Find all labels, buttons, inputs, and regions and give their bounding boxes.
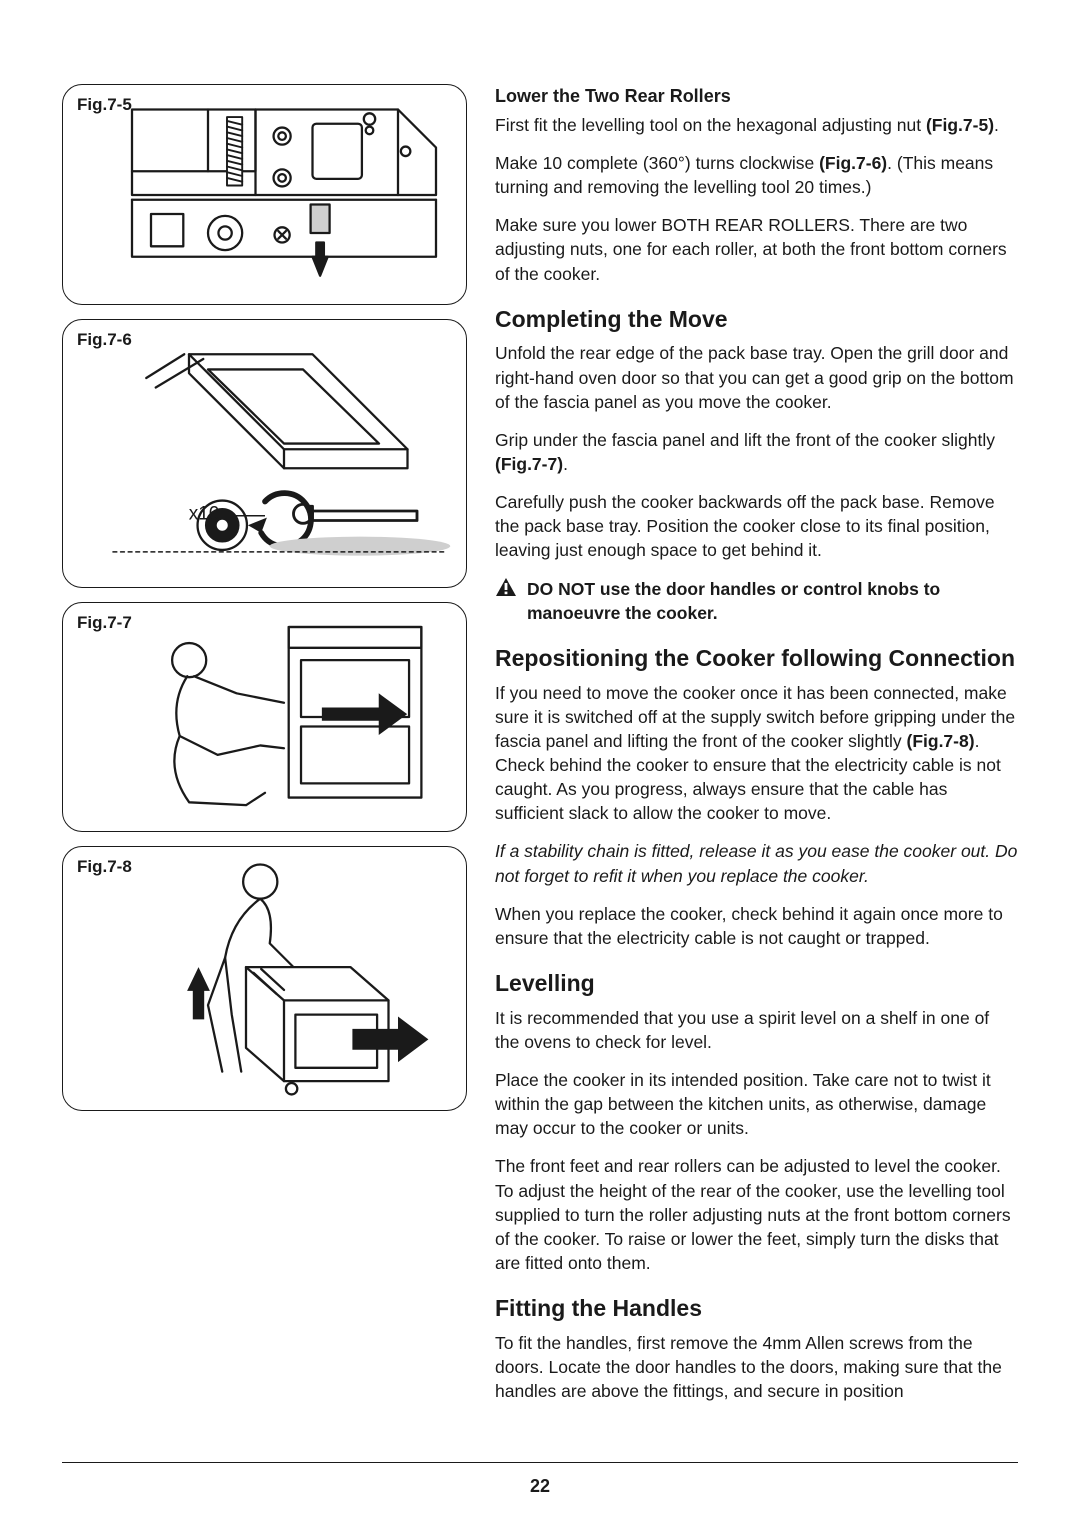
s4-p1: It is recommended that you use a spirit …	[495, 1006, 1018, 1054]
figure-7-8-svg	[75, 853, 455, 1105]
s1-p2: Make 10 complete (360°) turns clockwise …	[495, 151, 1018, 199]
section-1-title: Lower the Two Rear Rollers	[495, 84, 1018, 109]
s4-p2: Place the cooker in its intended positio…	[495, 1068, 1018, 1140]
section-5-title: Fitting the Handles	[495, 1293, 1018, 1325]
s2-p2: Grip under the fascia panel and lift the…	[495, 428, 1018, 476]
footer-rule	[62, 1462, 1018, 1463]
figure-label: Fig.7-7	[77, 613, 132, 633]
s3-p3: When you replace the cooker, check behin…	[495, 902, 1018, 950]
section-2-title: Completing the Move	[495, 304, 1018, 336]
page-number: 22	[62, 1476, 1018, 1497]
x10-label: x10	[188, 503, 219, 524]
warning-text: DO NOT use the door handles or control k…	[527, 577, 1018, 625]
figure-7-7: Fig.7-7	[62, 602, 467, 832]
s4-p3: The front feet and rear rollers can be a…	[495, 1154, 1018, 1275]
figure-label: Fig.7-6	[77, 330, 132, 350]
section-3-title: Repositioning the Cooker following Conne…	[495, 643, 1018, 675]
figure-7-8: Fig.7-8	[62, 846, 467, 1111]
figure-7-6: Fig.7-6	[62, 319, 467, 588]
figures-column: Fig.7-5	[62, 84, 467, 1417]
text-column: Lower the Two Rear Rollers First fit the…	[495, 84, 1018, 1417]
figure-7-5-svg	[75, 90, 455, 300]
figure-7-5: Fig.7-5	[62, 84, 467, 305]
figure-label: Fig.7-5	[77, 95, 132, 115]
figure-label: Fig.7-8	[77, 857, 132, 877]
s1-p1: First fit the levelling tool on the hexa…	[495, 113, 1018, 137]
s3-p1: If you need to move the cooker once it h…	[495, 681, 1018, 826]
s5-p1: To fit the handles, first remove the 4mm…	[495, 1331, 1018, 1403]
s1-p3: Make sure you lower BOTH REAR ROLLERS. T…	[495, 213, 1018, 285]
figure-7-7-svg	[75, 608, 455, 826]
section-4-title: Levelling	[495, 968, 1018, 1000]
warning-icon	[495, 577, 517, 625]
s2-p1: Unfold the rear edge of the pack base tr…	[495, 341, 1018, 413]
figure-7-6-svg: x10	[75, 325, 455, 583]
warning-row: DO NOT use the door handles or control k…	[495, 577, 1018, 625]
s3-p2: If a stability chain is fitted, release …	[495, 839, 1018, 887]
s2-p3: Carefully push the cooker backwards off …	[495, 490, 1018, 562]
